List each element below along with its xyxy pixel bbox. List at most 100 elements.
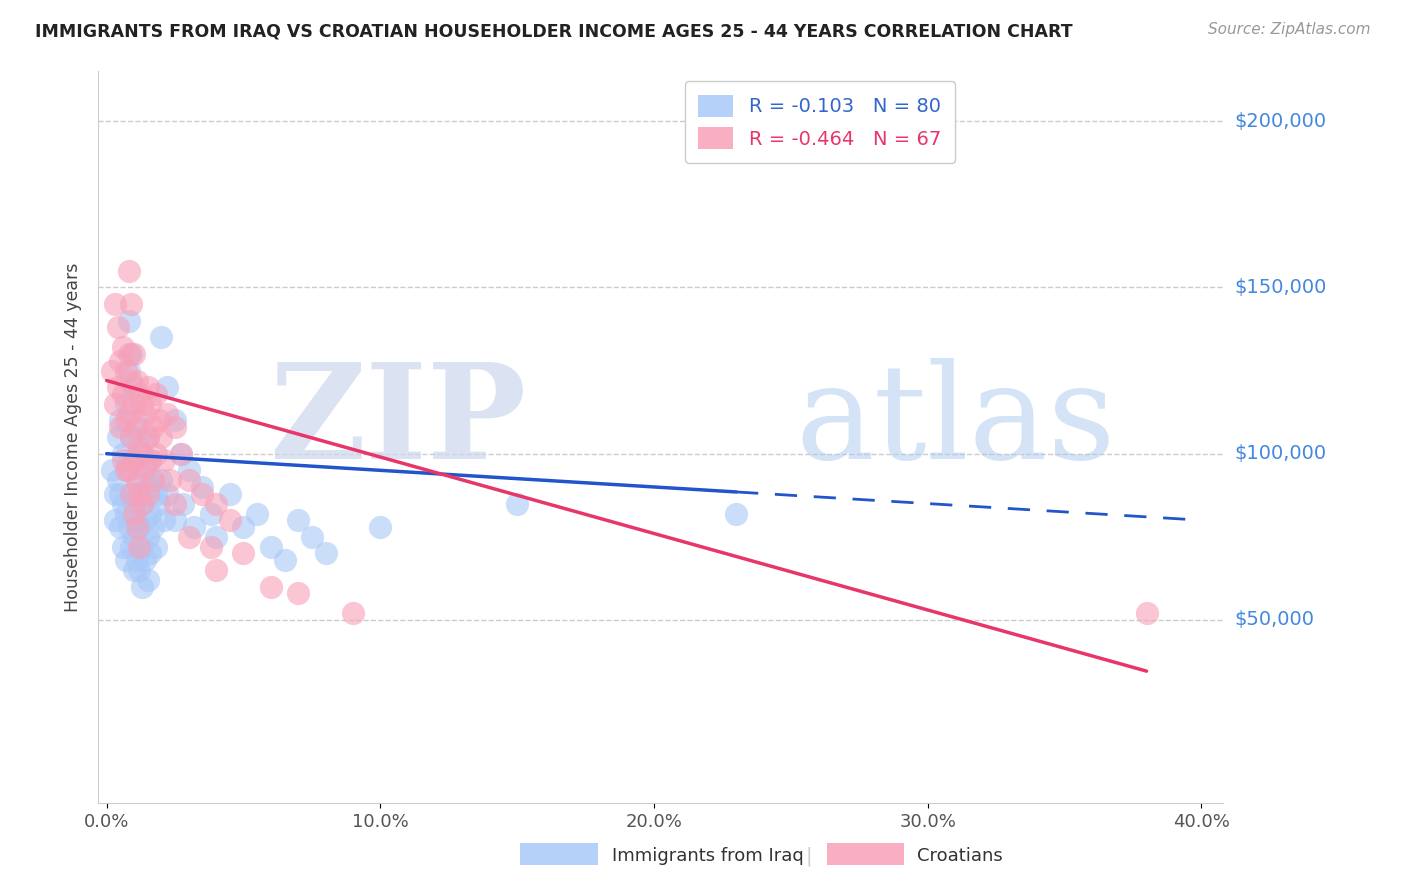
Point — [159, 473, 181, 487]
Point — [131, 397, 153, 411]
Point — [122, 347, 145, 361]
Text: $200,000: $200,000 — [1234, 112, 1326, 131]
Point — [117, 520, 139, 534]
Point — [131, 447, 153, 461]
Point — [136, 480, 159, 494]
Point — [107, 430, 129, 444]
Point — [120, 430, 142, 444]
Point — [110, 353, 132, 368]
Point — [150, 473, 173, 487]
Point — [200, 540, 222, 554]
Point — [287, 513, 309, 527]
Point — [125, 413, 148, 427]
Point — [260, 580, 283, 594]
Point — [122, 380, 145, 394]
Text: $50,000: $50,000 — [1234, 610, 1315, 630]
Text: Croatians: Croatians — [917, 847, 1002, 865]
Point — [177, 530, 200, 544]
Point — [117, 347, 139, 361]
Point — [112, 540, 135, 554]
Point — [1135, 607, 1157, 621]
Point — [145, 540, 167, 554]
Point — [120, 486, 142, 500]
Point — [145, 486, 167, 500]
Point — [165, 513, 187, 527]
Text: $150,000: $150,000 — [1234, 278, 1327, 297]
Point — [107, 380, 129, 394]
Point — [139, 453, 162, 467]
Point — [165, 413, 187, 427]
Point — [200, 507, 222, 521]
Point — [128, 387, 150, 401]
Point — [114, 553, 136, 567]
Point — [139, 397, 162, 411]
Point — [134, 463, 156, 477]
Point — [139, 507, 162, 521]
Point — [142, 473, 165, 487]
Point — [128, 486, 150, 500]
Point — [177, 463, 200, 477]
Point — [142, 520, 165, 534]
Text: Immigrants from Iraq: Immigrants from Iraq — [612, 847, 803, 865]
Point — [506, 497, 529, 511]
Point — [136, 430, 159, 444]
Point — [122, 453, 145, 467]
Point — [114, 463, 136, 477]
Text: |: | — [806, 847, 811, 866]
Point — [218, 513, 240, 527]
Point — [110, 520, 132, 534]
Point — [114, 397, 136, 411]
Point — [136, 530, 159, 544]
Point — [134, 407, 156, 421]
Point — [122, 563, 145, 577]
Point — [218, 486, 240, 500]
Point — [315, 546, 337, 560]
Text: Source: ZipAtlas.com: Source: ZipAtlas.com — [1208, 22, 1371, 37]
Point — [725, 507, 748, 521]
Point — [150, 430, 173, 444]
Point — [128, 440, 150, 454]
Point — [112, 387, 135, 401]
Point — [260, 540, 283, 554]
Point — [131, 580, 153, 594]
Point — [136, 486, 159, 500]
Point — [114, 413, 136, 427]
Point — [107, 473, 129, 487]
Point — [177, 473, 200, 487]
Point — [104, 297, 127, 311]
Point — [120, 374, 142, 388]
Point — [112, 497, 135, 511]
Point — [117, 407, 139, 421]
Point — [117, 453, 139, 467]
Point — [104, 513, 127, 527]
Text: IMMIGRANTS FROM IRAQ VS CROATIAN HOUSEHOLDER INCOME AGES 25 - 44 YEARS CORRELATI: IMMIGRANTS FROM IRAQ VS CROATIAN HOUSEHO… — [35, 22, 1073, 40]
Point — [205, 530, 228, 544]
Point — [125, 374, 148, 388]
Point — [368, 520, 391, 534]
Point — [112, 340, 135, 354]
Point — [122, 397, 145, 411]
Point — [205, 563, 228, 577]
Point — [148, 497, 170, 511]
Point — [131, 447, 153, 461]
Point — [156, 486, 179, 500]
Point — [301, 530, 323, 544]
Point — [101, 463, 124, 477]
Point — [117, 463, 139, 477]
Point — [139, 546, 162, 560]
Point — [136, 573, 159, 587]
Point — [125, 553, 148, 567]
Text: atlas: atlas — [796, 358, 1116, 487]
Point — [131, 497, 153, 511]
Point — [131, 497, 153, 511]
Point — [117, 363, 139, 377]
Point — [128, 540, 150, 554]
Point — [183, 520, 205, 534]
Point — [148, 413, 170, 427]
Point — [165, 420, 187, 434]
Point — [156, 380, 179, 394]
Point — [125, 473, 148, 487]
Point — [112, 447, 135, 461]
Text: $100,000: $100,000 — [1234, 444, 1326, 463]
Point — [142, 420, 165, 434]
